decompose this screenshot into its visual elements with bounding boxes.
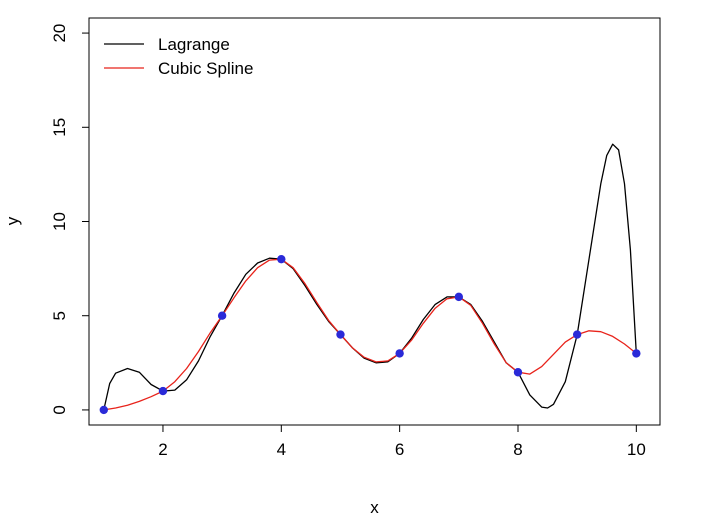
x-tick-label-2: 2 (158, 440, 167, 459)
series-line-cubic-spline (103, 258, 637, 411)
y-axis-label: y (3, 216, 22, 225)
x-tick-label-8: 8 (513, 440, 522, 459)
series-line-lagrange (103, 143, 637, 411)
data-point (99, 405, 108, 415)
y-tick-label-5: 5 (50, 311, 69, 320)
x-axis-label: x (370, 498, 379, 517)
x-tick-label-4: 4 (277, 440, 286, 459)
series-layer (103, 143, 637, 411)
y-axis: 0 5 10 15 20 (50, 24, 89, 415)
data-point (454, 292, 464, 302)
y-tick-label-10: 10 (50, 212, 69, 231)
y-tick-label-0: 0 (50, 405, 69, 414)
data-point (572, 330, 582, 339)
y-tick-label-15: 15 (50, 118, 69, 137)
data-point (632, 349, 641, 358)
x-tick-label-6: 6 (395, 440, 404, 459)
data-point (336, 330, 345, 339)
data-point (513, 368, 523, 377)
legend-label-cubic-spline: Cubic Spline (158, 59, 253, 78)
x-axis: 2 4 6 8 10 (158, 425, 646, 459)
y-tick-label-20: 20 (50, 24, 69, 43)
legend: Lagrange Cubic Spline (104, 35, 253, 78)
x-tick-label-10: 10 (627, 440, 646, 459)
data-point (158, 386, 168, 396)
legend-label-lagrange: Lagrange (158, 35, 230, 54)
data-point (395, 349, 404, 358)
data-points (99, 254, 641, 415)
plot-frame (88, 17, 661, 426)
data-point (217, 311, 227, 320)
data-point (277, 254, 286, 264)
